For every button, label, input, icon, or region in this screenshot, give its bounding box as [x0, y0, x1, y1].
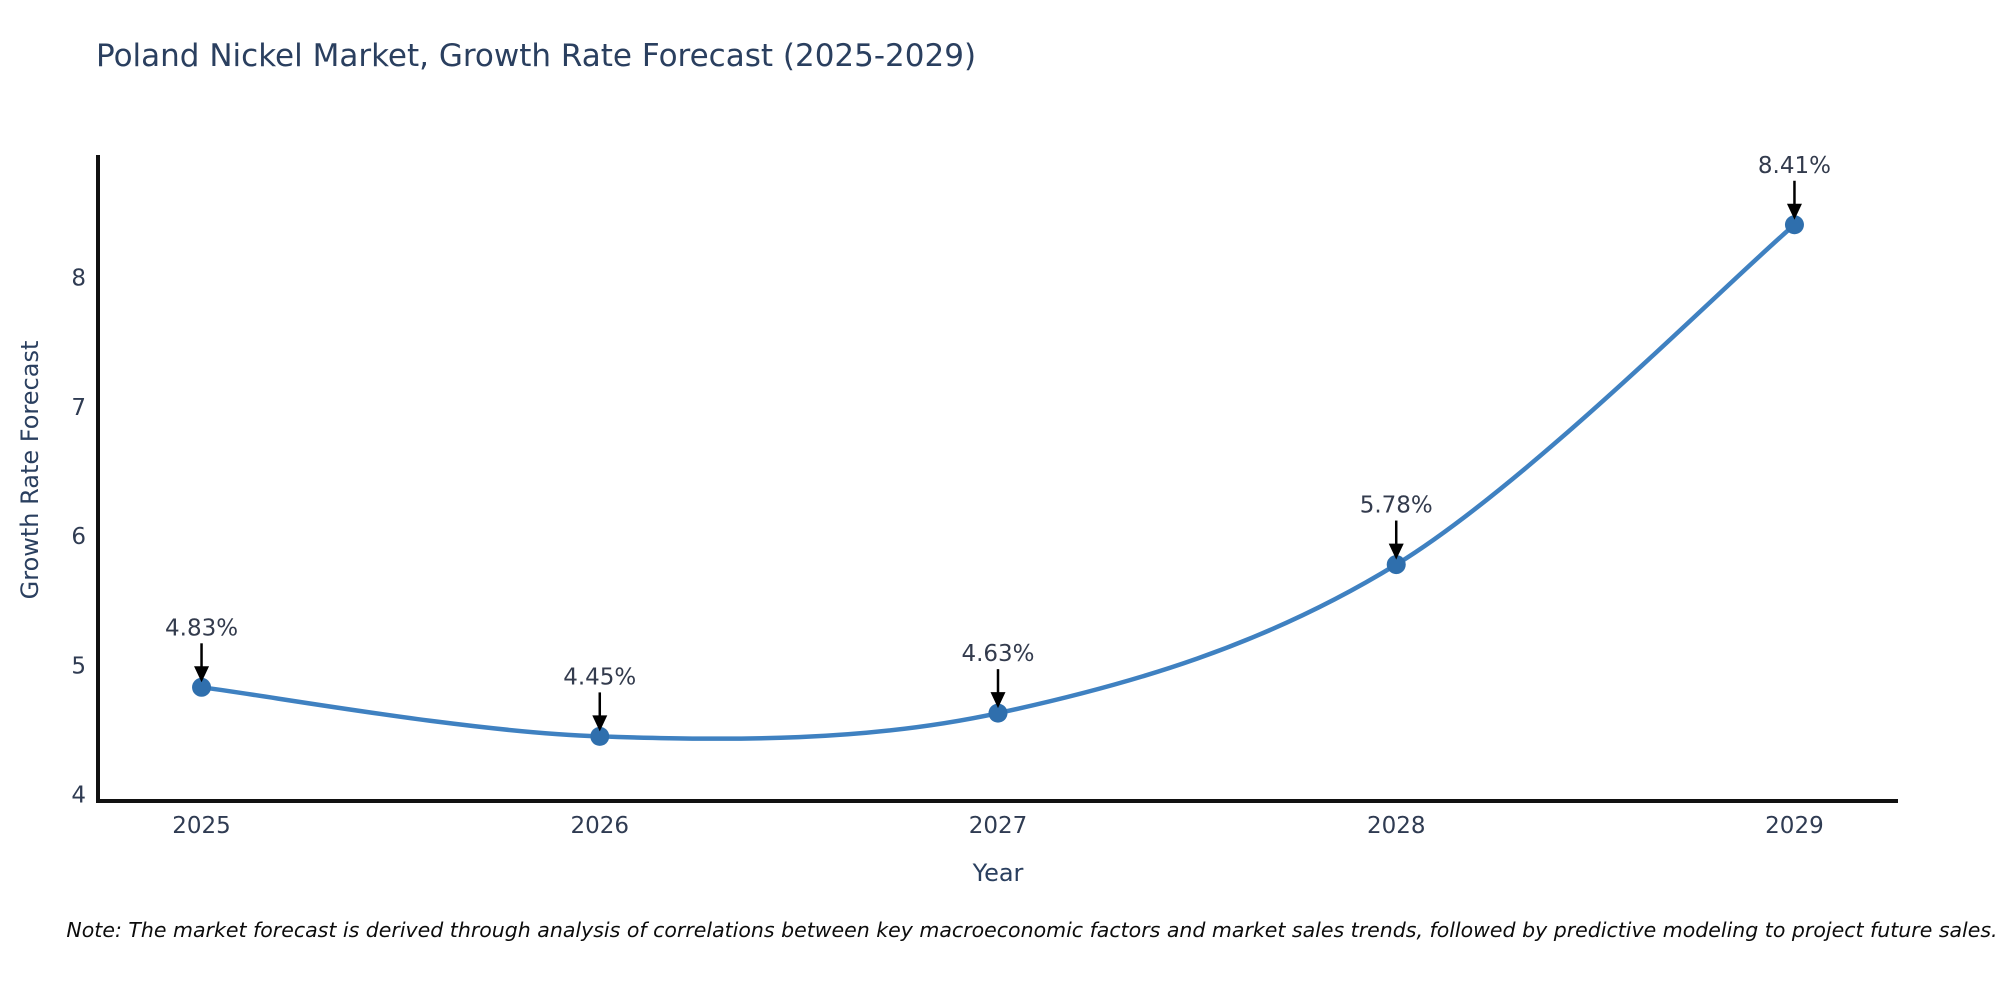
x-tick-label: 2027	[969, 813, 1028, 839]
y-tick-label: 7	[71, 395, 86, 421]
data-point-marker	[192, 677, 212, 697]
y-tick-label: 6	[71, 524, 86, 550]
annotation-arrowhead	[194, 666, 210, 683]
data-point-marker	[590, 726, 610, 746]
chart-title: Poland Nickel Market, Growth Rate Foreca…	[96, 38, 977, 74]
x-tick-label: 2028	[1367, 813, 1426, 839]
y-tick-label: 5	[71, 653, 86, 679]
annotation-arrowhead	[990, 692, 1006, 709]
y-tick-label: 8	[71, 266, 86, 292]
x-tick-label: 2029	[1765, 813, 1824, 839]
annotation-label: 5.78%	[1360, 493, 1433, 519]
annotation-label: 4.45%	[563, 664, 636, 690]
annotation-arrowhead	[1786, 203, 1802, 220]
x-tick-label: 2025	[172, 813, 231, 839]
data-point-marker	[1784, 215, 1804, 235]
x-tick-label: 2026	[570, 813, 629, 839]
x-axis-title: Year	[972, 859, 1024, 887]
annotation-label: 4.63%	[961, 641, 1034, 667]
annotation-arrowhead	[1388, 543, 1404, 560]
annotation-label: 4.83%	[165, 615, 238, 641]
data-point-marker	[988, 703, 1008, 723]
data-point-marker	[1386, 555, 1406, 575]
annotation-label: 8.41%	[1758, 153, 1831, 179]
y-tick-label: 4	[71, 783, 86, 809]
annotation-arrowhead	[592, 715, 608, 732]
footnote: Note: The market forecast is derived thr…	[66, 918, 1998, 942]
y-axis-title: Growth Rate Forecast	[16, 340, 44, 600]
